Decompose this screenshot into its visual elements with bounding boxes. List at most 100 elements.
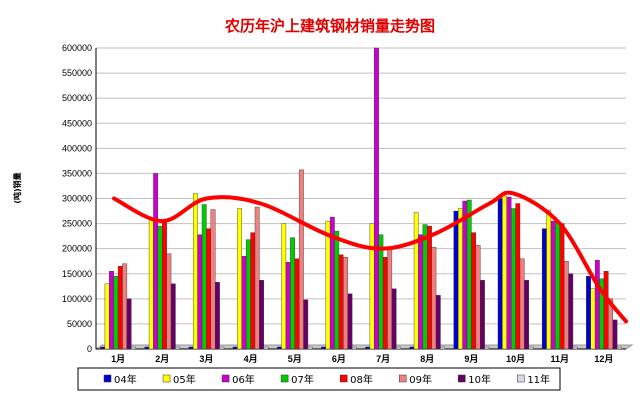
legend-label: 05年 xyxy=(173,373,196,386)
bar xyxy=(298,169,304,350)
legend-swatch xyxy=(280,374,289,383)
bar xyxy=(568,273,574,350)
bar xyxy=(175,346,181,350)
bar xyxy=(197,234,203,350)
bar xyxy=(559,223,565,350)
bar xyxy=(166,253,172,350)
bar xyxy=(219,346,225,350)
bar xyxy=(541,228,547,350)
bar xyxy=(374,47,379,350)
bar xyxy=(109,271,114,350)
y-axis-label: (吨)销量 xyxy=(12,172,22,203)
chart-title: 农历年沪上建筑钢材销量走势图 xyxy=(224,17,435,35)
bar xyxy=(321,346,326,350)
bar xyxy=(294,258,300,350)
y-tick-label: 200000 xyxy=(62,244,92,254)
bar xyxy=(572,346,578,350)
bar xyxy=(104,283,110,350)
bar xyxy=(563,261,569,350)
bar xyxy=(210,209,216,350)
bar xyxy=(325,220,331,350)
legend: 04年 05年 06年 07年 08年 09年 10年 11年 xyxy=(77,367,561,391)
legend-swatch xyxy=(103,374,112,383)
x-tick-label: 4月 xyxy=(244,354,258,364)
y-tick-label: 450000 xyxy=(62,118,92,128)
bar xyxy=(515,203,521,350)
bar xyxy=(170,283,176,350)
bar xyxy=(612,319,618,350)
bar xyxy=(237,208,242,350)
bar xyxy=(153,173,159,350)
y-tick-label: 600000 xyxy=(62,43,92,53)
x-tick-label: 9月 xyxy=(464,354,478,364)
bar xyxy=(387,248,393,350)
bar xyxy=(466,199,472,350)
y-tick-label: 300000 xyxy=(62,194,92,204)
bar xyxy=(232,346,238,350)
y-axis: 0 50000 100000 150000 200000 250000 300000 3500… xyxy=(62,43,626,354)
bar xyxy=(281,223,287,350)
bar xyxy=(263,346,269,350)
bar xyxy=(413,212,419,350)
bar xyxy=(502,195,507,350)
bar xyxy=(122,263,128,350)
bar xyxy=(343,256,348,350)
x-axis: 1月 2月 3月 4月 5月 6月 7月 8月 9月 10月 11月 12月 xyxy=(111,354,613,364)
x-tick-label: 5月 xyxy=(288,354,302,364)
bar xyxy=(603,271,609,350)
legend-box xyxy=(77,367,561,391)
y-tick-label: 350000 xyxy=(62,168,92,178)
y-tick-label: 100000 xyxy=(62,294,92,304)
legend-label: 11年 xyxy=(527,373,550,386)
bar xyxy=(382,256,388,350)
x-tick-label: 2月 xyxy=(155,354,169,364)
y-tick-label: 0 xyxy=(87,344,92,354)
bar xyxy=(290,237,295,350)
legend-label: 06年 xyxy=(232,373,255,386)
bar xyxy=(510,208,516,350)
bar xyxy=(206,228,212,350)
bar xyxy=(351,346,357,350)
legend-label: 09年 xyxy=(409,373,432,386)
legend-swatch xyxy=(398,374,407,383)
bar xyxy=(506,196,512,350)
bar xyxy=(144,346,150,350)
bar xyxy=(528,346,534,350)
bar xyxy=(471,232,477,350)
bar xyxy=(162,220,167,350)
legend-label: 10年 xyxy=(468,373,491,386)
bar xyxy=(519,258,525,350)
bar xyxy=(303,299,309,350)
bar xyxy=(148,218,154,350)
y-tick-label: 400000 xyxy=(62,143,92,153)
bar xyxy=(458,208,463,350)
trend-line xyxy=(112,190,628,324)
legend-swatch xyxy=(221,374,230,383)
bar xyxy=(188,346,194,350)
bar xyxy=(590,288,596,350)
gridlines xyxy=(96,47,626,350)
bar xyxy=(241,255,247,350)
bar xyxy=(586,276,591,350)
bar xyxy=(276,346,282,350)
legend-swatch xyxy=(162,374,171,383)
bar xyxy=(453,210,459,350)
bar xyxy=(365,346,371,350)
bar xyxy=(484,346,490,350)
bar xyxy=(117,266,123,350)
bar xyxy=(440,346,446,350)
legend-swatch xyxy=(458,374,466,383)
bar xyxy=(462,200,468,350)
legend-swatch xyxy=(339,374,348,383)
bar xyxy=(259,280,264,350)
y-tick-label: 500000 xyxy=(62,93,92,103)
bar xyxy=(113,276,119,350)
bar xyxy=(616,346,622,350)
bar xyxy=(435,295,441,350)
bar xyxy=(369,223,375,350)
bar xyxy=(546,209,552,350)
bar xyxy=(594,260,600,350)
x-tick-label: 7月 xyxy=(376,354,390,364)
bar xyxy=(245,239,251,350)
bar xyxy=(201,204,207,350)
